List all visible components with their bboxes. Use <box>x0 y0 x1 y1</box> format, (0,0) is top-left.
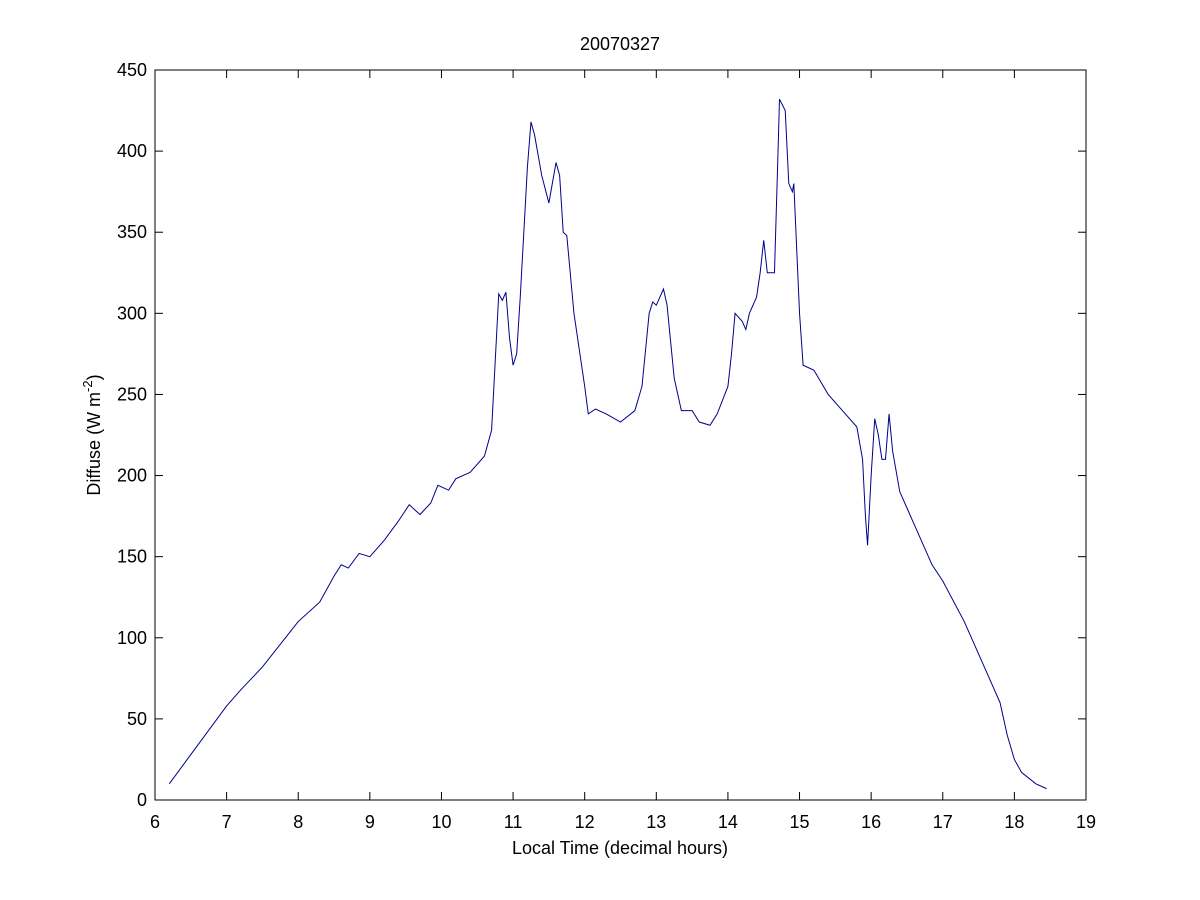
x-tick-label: 14 <box>718 812 738 832</box>
x-tick-label: 16 <box>861 812 881 832</box>
x-tick-label: 18 <box>1004 812 1024 832</box>
x-tick-label: 19 <box>1076 812 1096 832</box>
x-tick-label: 12 <box>575 812 595 832</box>
y-axis-label: Diffuse (W m-2) <box>80 374 104 495</box>
y-tick-label: 200 <box>117 466 147 486</box>
x-tick-label: 6 <box>150 812 160 832</box>
data-line <box>168 98 1047 790</box>
x-tick-label: 15 <box>790 812 810 832</box>
y-tick-label: 450 <box>117 60 147 80</box>
y-label-part: Diffuse (W m <box>84 392 104 496</box>
x-tick-label: 9 <box>365 812 375 832</box>
plot-frame <box>154 69 1087 801</box>
x-tick-label: 11 <box>504 812 523 832</box>
x-axis-label: Local Time (decimal hours) <box>512 838 728 858</box>
y-label-part: ) <box>84 374 104 380</box>
y-tick-label: 0 <box>137 790 147 810</box>
x-tick-label: 8 <box>293 812 303 832</box>
y-label-sup: -2 <box>80 380 95 392</box>
x-tick-label: 17 <box>933 812 953 832</box>
y-tick-label: 300 <box>117 303 147 323</box>
y-tick-label: 50 <box>127 709 147 729</box>
chart-title: 20070327 <box>580 34 660 54</box>
y-tick-label: 100 <box>117 628 147 648</box>
y-tick-label: 350 <box>117 222 147 242</box>
x-tick-label: 10 <box>431 812 451 832</box>
y-tick-label: 150 <box>117 547 147 567</box>
y-tick-label: 400 <box>117 141 147 161</box>
x-tick-label: 7 <box>222 812 232 832</box>
x-tick-label: 13 <box>646 812 666 832</box>
y-tick-label: 250 <box>117 384 147 404</box>
